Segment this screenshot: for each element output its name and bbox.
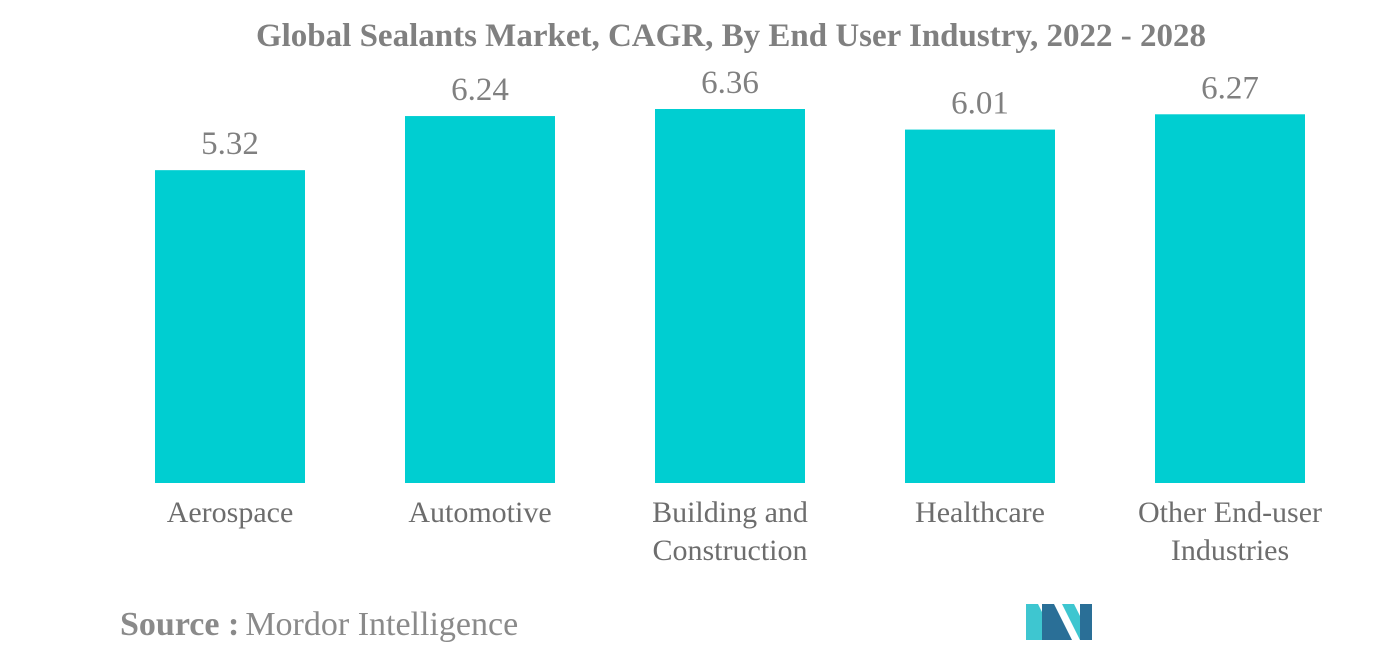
source-line: Source : Mordor Intelligence <box>120 606 518 644</box>
bar-3 <box>905 129 1055 483</box>
bar-1 <box>405 116 555 483</box>
logo-right-bar <box>1080 604 1092 640</box>
category-labels-group: Aerospace Automotive Building and Construct… <box>167 496 1322 567</box>
category-label-2-line-0: Building and <box>652 496 808 529</box>
value-label-3: 6.01 <box>951 86 1009 122</box>
value-label-4: 6.27 <box>1201 70 1259 106</box>
bar-4 <box>1155 114 1305 483</box>
value-labels-group: 5.32 6.24 6.36 6.01 6.27 <box>201 65 1259 162</box>
category-label-4-line-0: Other End-user <box>1138 496 1322 529</box>
value-label-0: 5.32 <box>201 126 259 162</box>
logo-middle-stroke <box>1042 604 1072 640</box>
category-label-3-line-0: Healthcare <box>915 496 1045 529</box>
category-label-0-line-0: Aerospace <box>167 496 294 529</box>
source-label: Source : <box>120 606 240 643</box>
category-label-4-line-1: Industries <box>1171 534 1289 567</box>
bars-group <box>155 109 1305 483</box>
category-label-1-line-0: Automotive <box>408 496 551 529</box>
category-label-2-line-1: Construction <box>653 534 808 567</box>
mordor-intelligence-logo-icon <box>1026 604 1092 640</box>
value-label-1: 6.24 <box>451 72 509 108</box>
bar-2 <box>655 109 805 483</box>
value-label-2: 6.36 <box>701 65 759 101</box>
bar-0 <box>155 170 305 483</box>
source-text: Mordor Intelligence <box>245 606 519 643</box>
chart-title: Global Sealants Market, CAGR, By End Use… <box>255 18 1207 54</box>
